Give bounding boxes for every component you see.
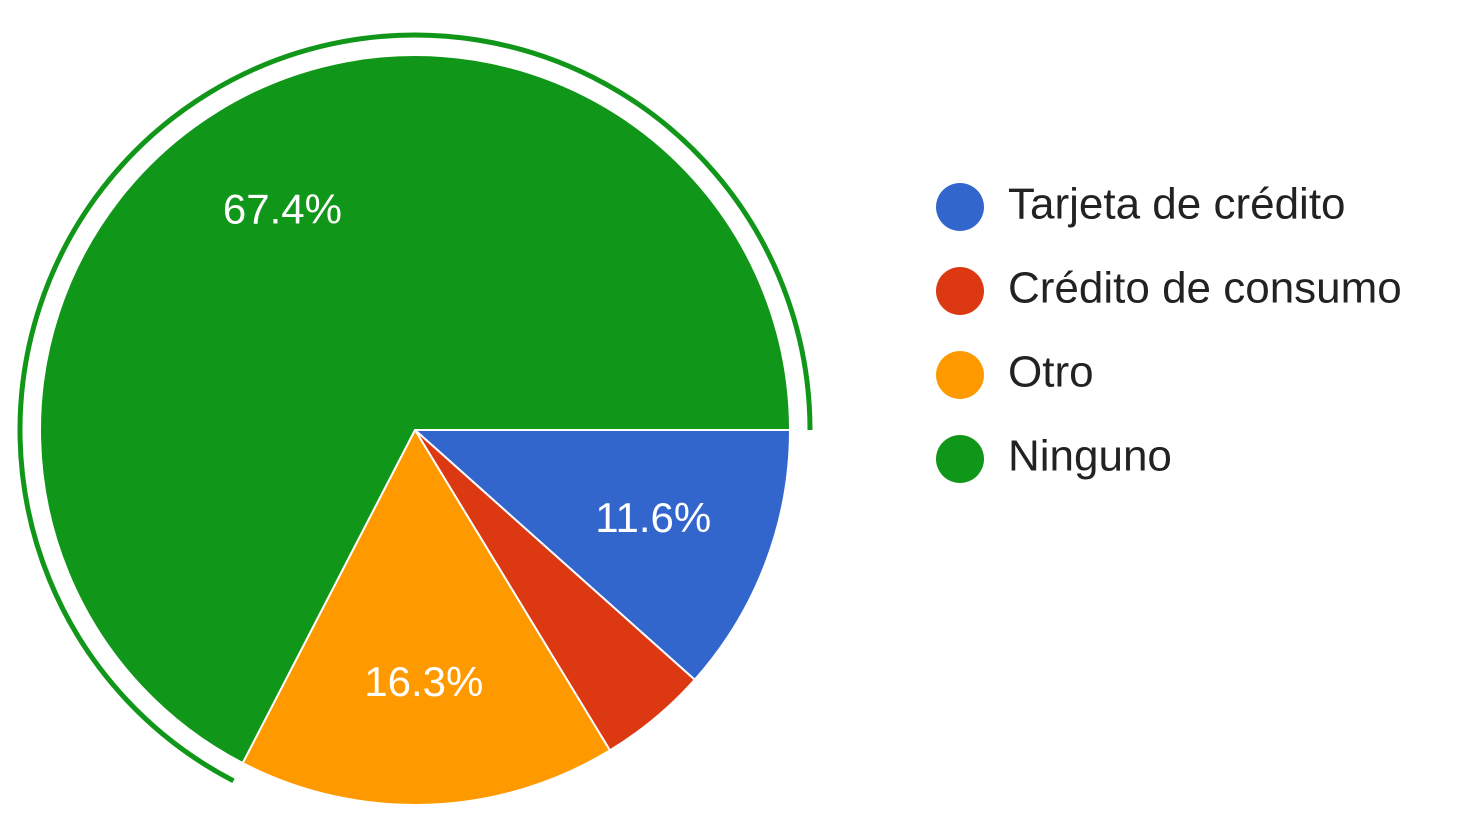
legend-swatch	[936, 183, 984, 231]
highlight-ring	[17, 32, 813, 784]
legend-label: Crédito de consumo	[1008, 264, 1402, 313]
legend-label: Ninguno	[1008, 432, 1172, 481]
legend-swatch	[936, 267, 984, 315]
legend-swatch	[936, 435, 984, 483]
legend-label: Tarjeta de crédito	[1008, 180, 1346, 229]
legend-label: Otro	[1008, 348, 1094, 397]
pie-slice	[241, 427, 612, 806]
slice-label: 16.3%	[364, 658, 483, 705]
pie-slice	[412, 429, 792, 682]
slice-label: 67.4%	[223, 185, 342, 232]
pie-slice	[39, 54, 792, 765]
slice-label: 11.6%	[595, 494, 711, 541]
legend-swatch	[936, 351, 984, 399]
